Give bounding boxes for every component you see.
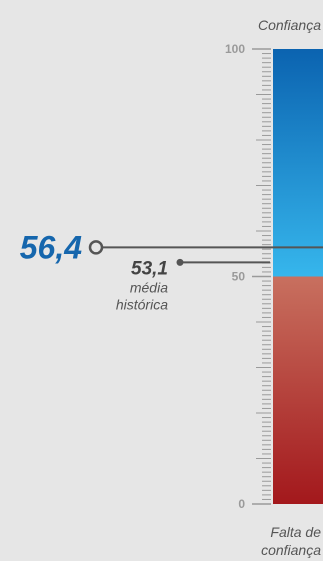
confidence-bar bbox=[273, 49, 323, 277]
lack-of-confidence-label-line2: confiança bbox=[261, 542, 321, 558]
tick-label-0: 0 bbox=[238, 497, 245, 511]
current-value-marker bbox=[88, 240, 104, 255]
tick-label-100: 100 bbox=[225, 42, 245, 56]
lack-of-confidence-label-line1: Falta de bbox=[270, 524, 321, 540]
historical-average-label-line1: média bbox=[130, 279, 168, 295]
historical-average-value: 53,1 bbox=[131, 258, 168, 279]
historical-average-dot bbox=[176, 258, 184, 266]
tick-label-50: 50 bbox=[232, 270, 246, 284]
current-value: 56,4 bbox=[20, 229, 82, 265]
tick-marks bbox=[252, 48, 271, 505]
lack-of-confidence-bar bbox=[273, 276, 323, 504]
historical-average-label-line2: histórica bbox=[116, 296, 168, 312]
confidence-label: Confiança bbox=[258, 17, 321, 33]
